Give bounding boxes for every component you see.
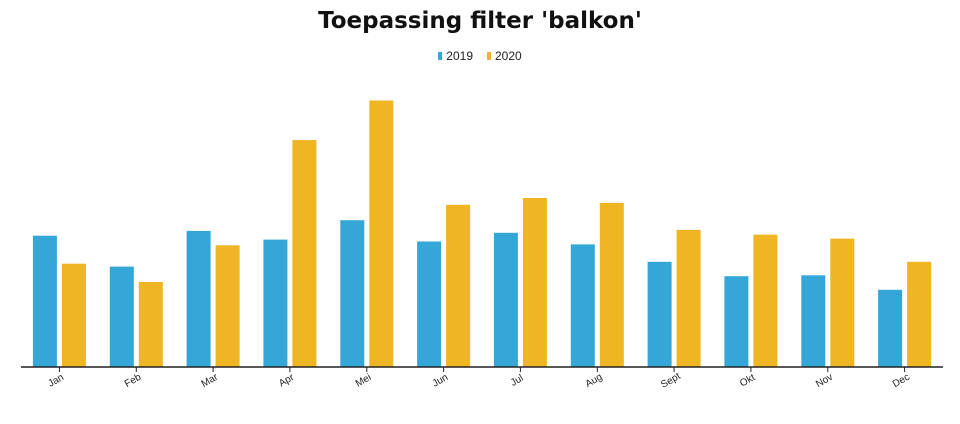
x-tick-label-jul: Jul: [509, 373, 526, 389]
legend-swatch-2020: [487, 52, 491, 60]
x-tick-label-jun: Jun: [431, 372, 450, 390]
x-tick-label-aug: Aug: [584, 372, 605, 390]
bar-2019-apr[interactable]: [263, 239, 288, 367]
bar-2020-dec[interactable]: [907, 261, 932, 367]
bar-2020-nov[interactable]: [830, 238, 855, 367]
x-tick-label-feb: Feb: [123, 372, 144, 390]
legend-item-2019[interactable]: 2019: [438, 49, 473, 63]
chart-title: Toepassing filter 'balkon': [318, 8, 642, 34]
bar-2020-okt[interactable]: [753, 234, 778, 367]
bar-2020-jan[interactable]: [61, 263, 86, 367]
x-tick-label-jan: Jan: [46, 372, 65, 390]
bar-2020-aug[interactable]: [599, 202, 624, 367]
bar-2019-feb[interactable]: [109, 266, 134, 367]
bar-2020-apr[interactable]: [292, 140, 317, 367]
bar-2019-okt[interactable]: [724, 276, 749, 367]
bar-2019-jun[interactable]: [417, 241, 442, 368]
legend-item-2020[interactable]: 2020: [487, 49, 522, 63]
bar-2020-jul[interactable]: [522, 198, 547, 367]
x-tick-label-mar: Mar: [200, 371, 221, 389]
bar-2019-nov[interactable]: [801, 275, 826, 367]
legend-label-2019: 2019: [446, 49, 473, 63]
x-tick-label-dec: Dec: [891, 372, 912, 390]
bar-2019-aug[interactable]: [570, 244, 595, 367]
x-tick-label-sept: Sept: [659, 371, 683, 391]
bar-2020-feb[interactable]: [138, 282, 163, 367]
legend-label-2020: 2020: [495, 49, 522, 63]
bar-2019-sept[interactable]: [647, 261, 672, 367]
x-tick-label-mei: Mei: [354, 372, 373, 390]
bars-group: [32, 100, 932, 368]
bar-2019-mei[interactable]: [340, 220, 365, 367]
bar-2019-dec[interactable]: [878, 289, 903, 367]
x-tick-label-apr: Apr: [277, 372, 297, 390]
bar-2019-jul[interactable]: [493, 232, 518, 367]
bar-2020-sept[interactable]: [676, 229, 701, 367]
bar-2019-mar[interactable]: [186, 230, 211, 367]
chart-legend: 2019 2020: [0, 49, 960, 63]
bar-2020-mar[interactable]: [215, 245, 240, 367]
legend-swatch-2019: [438, 52, 443, 60]
x-tick-label-okt: Okt: [738, 372, 757, 389]
x-ticks-group: Jan Feb Mar Apr Mei Jun Jul Aug Sept Okt Nov Dec: [46, 367, 912, 391]
x-tick-label-nov: Nov: [814, 372, 835, 390]
bar-2020-jun[interactable]: [446, 204, 471, 367]
bar-2019-jan[interactable]: [32, 235, 57, 367]
bar-2020-mei[interactable]: [369, 100, 394, 368]
